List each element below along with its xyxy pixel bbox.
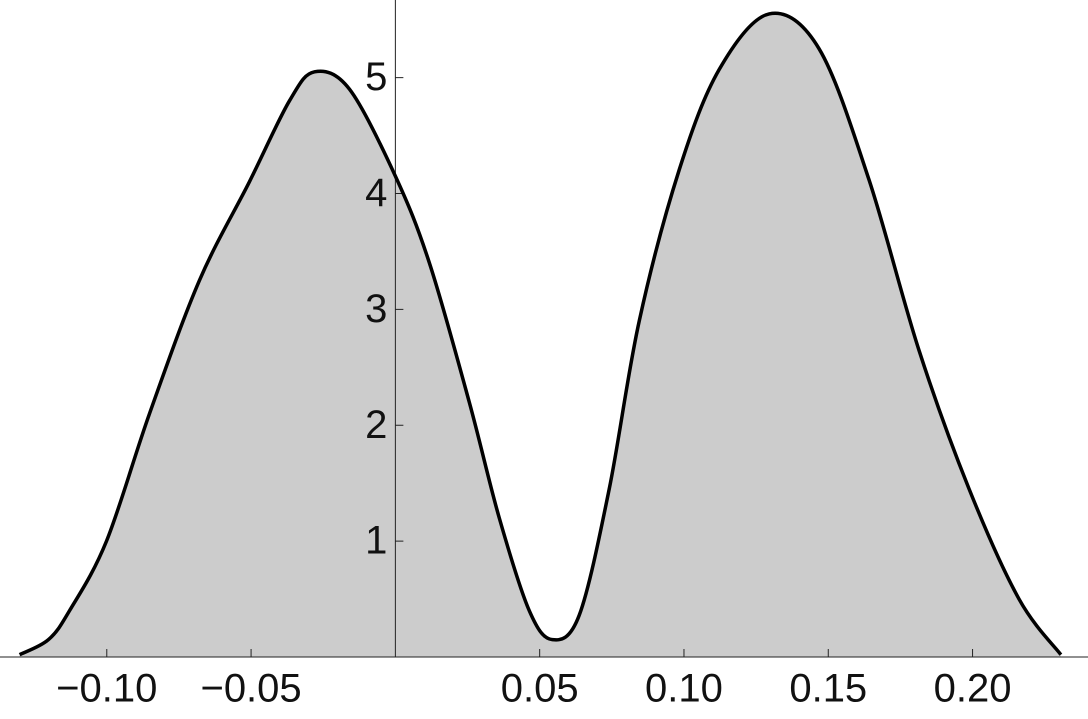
x-tick-label: 0.10 bbox=[645, 667, 723, 711]
y-tick-label: 4 bbox=[365, 171, 387, 215]
y-tick-label: 1 bbox=[365, 519, 387, 563]
x-tick-label: 0.15 bbox=[789, 667, 867, 711]
x-tick-label: 0.20 bbox=[934, 667, 1012, 711]
y-tick-label: 5 bbox=[365, 55, 387, 99]
y-tick-label: 2 bbox=[365, 403, 387, 447]
area-fill bbox=[19, 13, 1061, 658]
x-tick-label: −0.05 bbox=[200, 667, 301, 711]
x-tick-label: −0.10 bbox=[56, 667, 157, 711]
x-tick-label: 0.05 bbox=[501, 667, 579, 711]
y-tick-label: 3 bbox=[365, 287, 387, 331]
curve-line bbox=[18, 11, 1063, 657]
